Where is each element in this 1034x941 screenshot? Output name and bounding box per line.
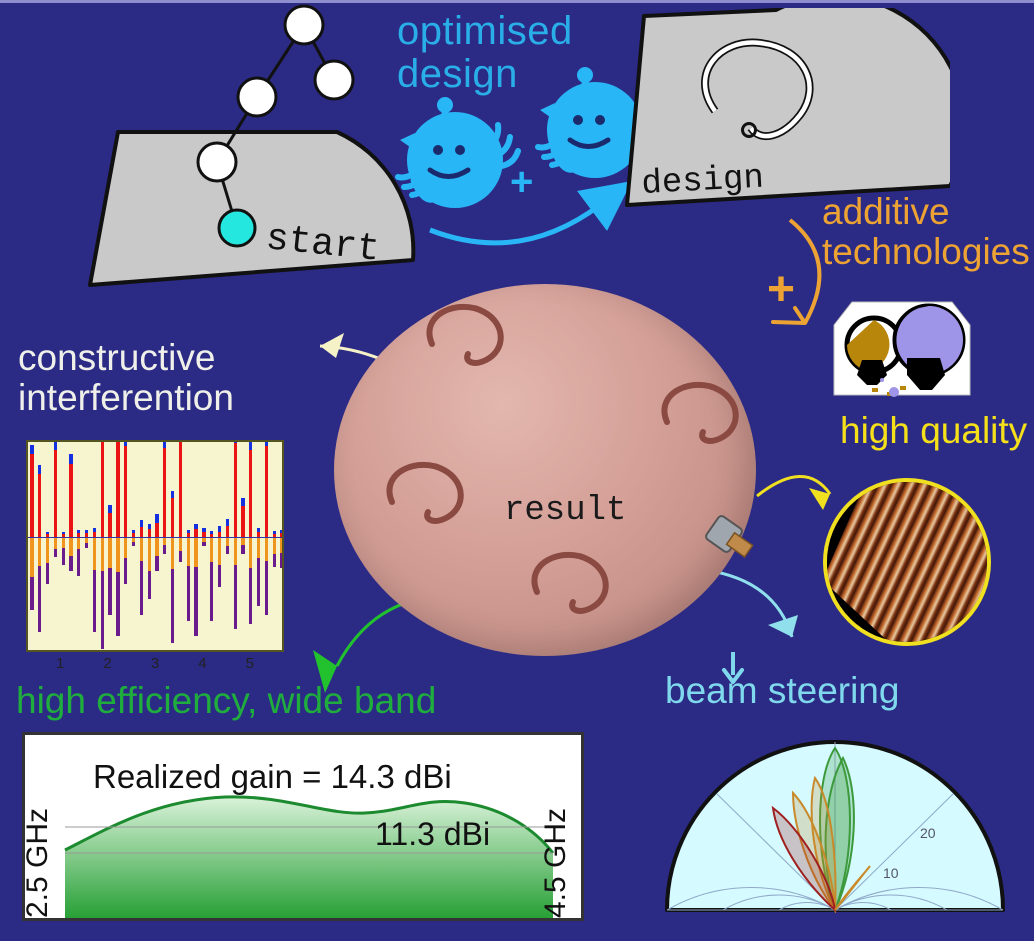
svg-text:+: + — [767, 263, 795, 316]
svg-text:10: 10 — [883, 865, 899, 881]
svg-text:2.5 GHz: 2.5 GHz — [25, 808, 54, 918]
svg-text:Realized gain = 14.3 dBi: Realized gain = 14.3 dBi — [93, 758, 452, 795]
svg-text:result: result — [504, 492, 626, 530]
svg-text:4.5 GHz: 4.5 GHz — [539, 808, 572, 918]
svg-text:20: 20 — [920, 825, 936, 841]
svg-text:design: design — [641, 160, 765, 204]
svg-text:+: + — [510, 160, 533, 204]
svg-text:11.3 dBi: 11.3 dBi — [375, 816, 490, 852]
